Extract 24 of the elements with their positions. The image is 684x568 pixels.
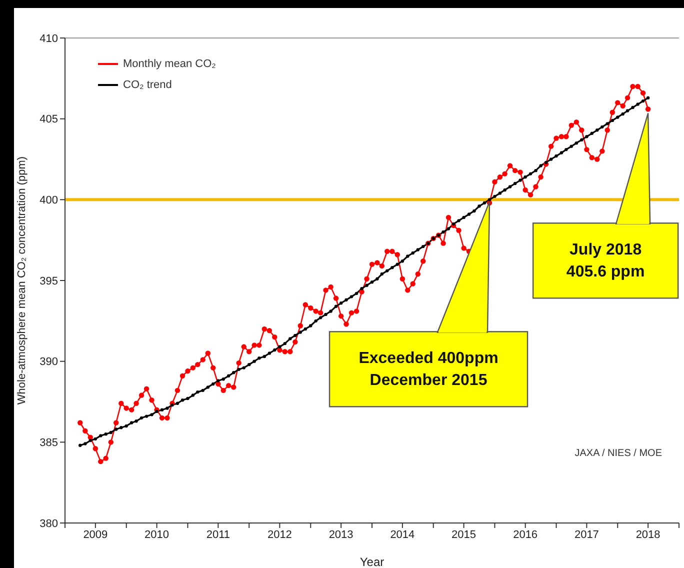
- y-tick-label: 400: [40, 194, 58, 207]
- x-tick-label: 2014: [390, 528, 415, 541]
- x-tick-label: 2010: [144, 528, 170, 541]
- annotation: Exceeded 400ppm December 2015: [358, 350, 498, 389]
- x-axis-title: Year: [360, 555, 384, 568]
- x-tick-label: 2017: [574, 528, 599, 541]
- y-tick-label: 410: [40, 32, 58, 45]
- x-tick-label: 2013: [328, 528, 354, 541]
- y-tick-label: 405: [40, 114, 58, 126]
- y-tick-label: 390: [40, 356, 58, 368]
- x-tick-label: 2016: [513, 528, 538, 541]
- y-tick-label: 385: [40, 437, 58, 450]
- legend-label: Monthly mean CO₂: [123, 58, 216, 70]
- y-tick-label: 380: [40, 518, 58, 530]
- annotation: July 2018 405.6 ppm: [566, 241, 645, 280]
- y-axis-title: Whole-atmosphere mean CO₂ concentration (ppm): [16, 156, 28, 405]
- x-tick-label: 2012: [267, 528, 292, 541]
- x-tick-label: 2011: [206, 528, 230, 541]
- y-tick-label: 395: [40, 275, 58, 288]
- x-tick-label: 2009: [83, 528, 108, 541]
- x-tick-label: 2018: [636, 528, 660, 541]
- annotation: JAXA / NIES / MOE: [574, 448, 662, 459]
- legend-label: CO₂ trend: [123, 79, 172, 91]
- x-tick-label: 2015: [452, 528, 476, 541]
